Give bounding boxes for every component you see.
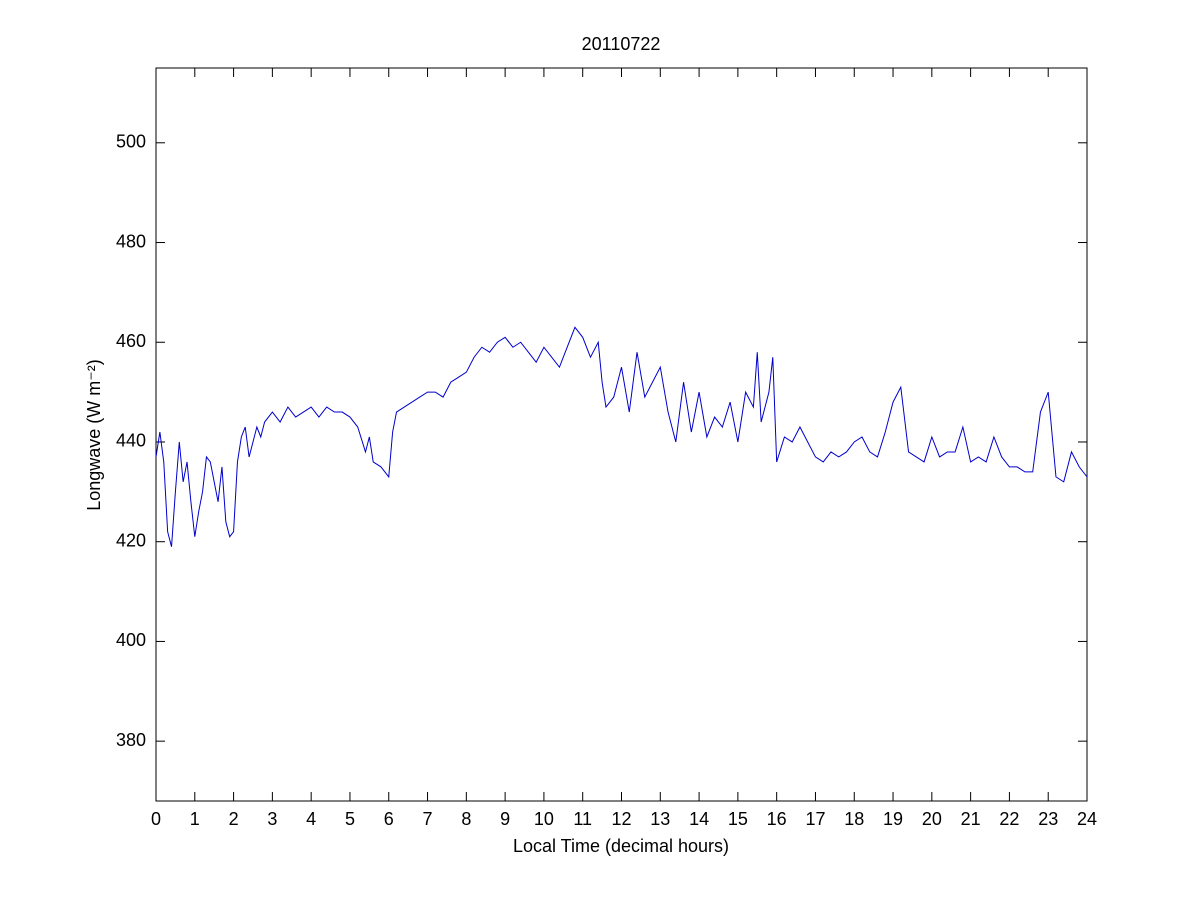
chart-title: 20110722 — [582, 34, 661, 54]
x-tick-label: 0 — [151, 809, 161, 829]
x-tick-label: 22 — [999, 809, 1019, 829]
x-tick-label: 10 — [534, 809, 554, 829]
x-tick-label: 20 — [922, 809, 942, 829]
axes-box — [155, 67, 1088, 802]
x-tick-label: 1 — [190, 809, 200, 829]
x-tick-label: 24 — [1077, 809, 1097, 829]
y-tick-label: 500 — [116, 132, 146, 152]
x-tick-label: 18 — [844, 809, 864, 829]
y-tick-label: 480 — [116, 231, 146, 251]
x-tick-label: 14 — [689, 809, 709, 829]
x-tick-label: 15 — [728, 809, 748, 829]
x-tick-label: 23 — [1038, 809, 1058, 829]
x-tick-label: 7 — [423, 809, 433, 829]
x-tick-label: 16 — [767, 809, 787, 829]
x-tick-label: 11 — [573, 809, 592, 829]
x-tick-label: 3 — [267, 809, 277, 829]
x-axis-label: Local Time (decimal hours) — [513, 836, 729, 856]
x-tick-label: 4 — [306, 809, 316, 829]
y-axis-label: Longwave (W m⁻²) — [84, 359, 104, 511]
y-tick-label: 440 — [116, 431, 146, 451]
x-tick-label: 13 — [650, 809, 670, 829]
x-tick-label: 9 — [500, 809, 510, 829]
x-tick-label: 19 — [883, 809, 903, 829]
x-tick-label: 12 — [611, 809, 631, 829]
y-tick-label: 400 — [116, 630, 146, 650]
x-tick-label: 8 — [461, 809, 471, 829]
x-tick-label: 6 — [384, 809, 394, 829]
data-line — [155, 326, 1088, 547]
x-tick-label: 2 — [229, 809, 239, 829]
y-tick-label: 460 — [116, 331, 146, 351]
x-tick-label: 17 — [805, 809, 825, 829]
y-tick-label: 420 — [116, 530, 146, 550]
y-tick-label: 380 — [116, 730, 146, 750]
x-tick-label: 5 — [345, 809, 355, 829]
x-tick-label: 21 — [961, 809, 981, 829]
